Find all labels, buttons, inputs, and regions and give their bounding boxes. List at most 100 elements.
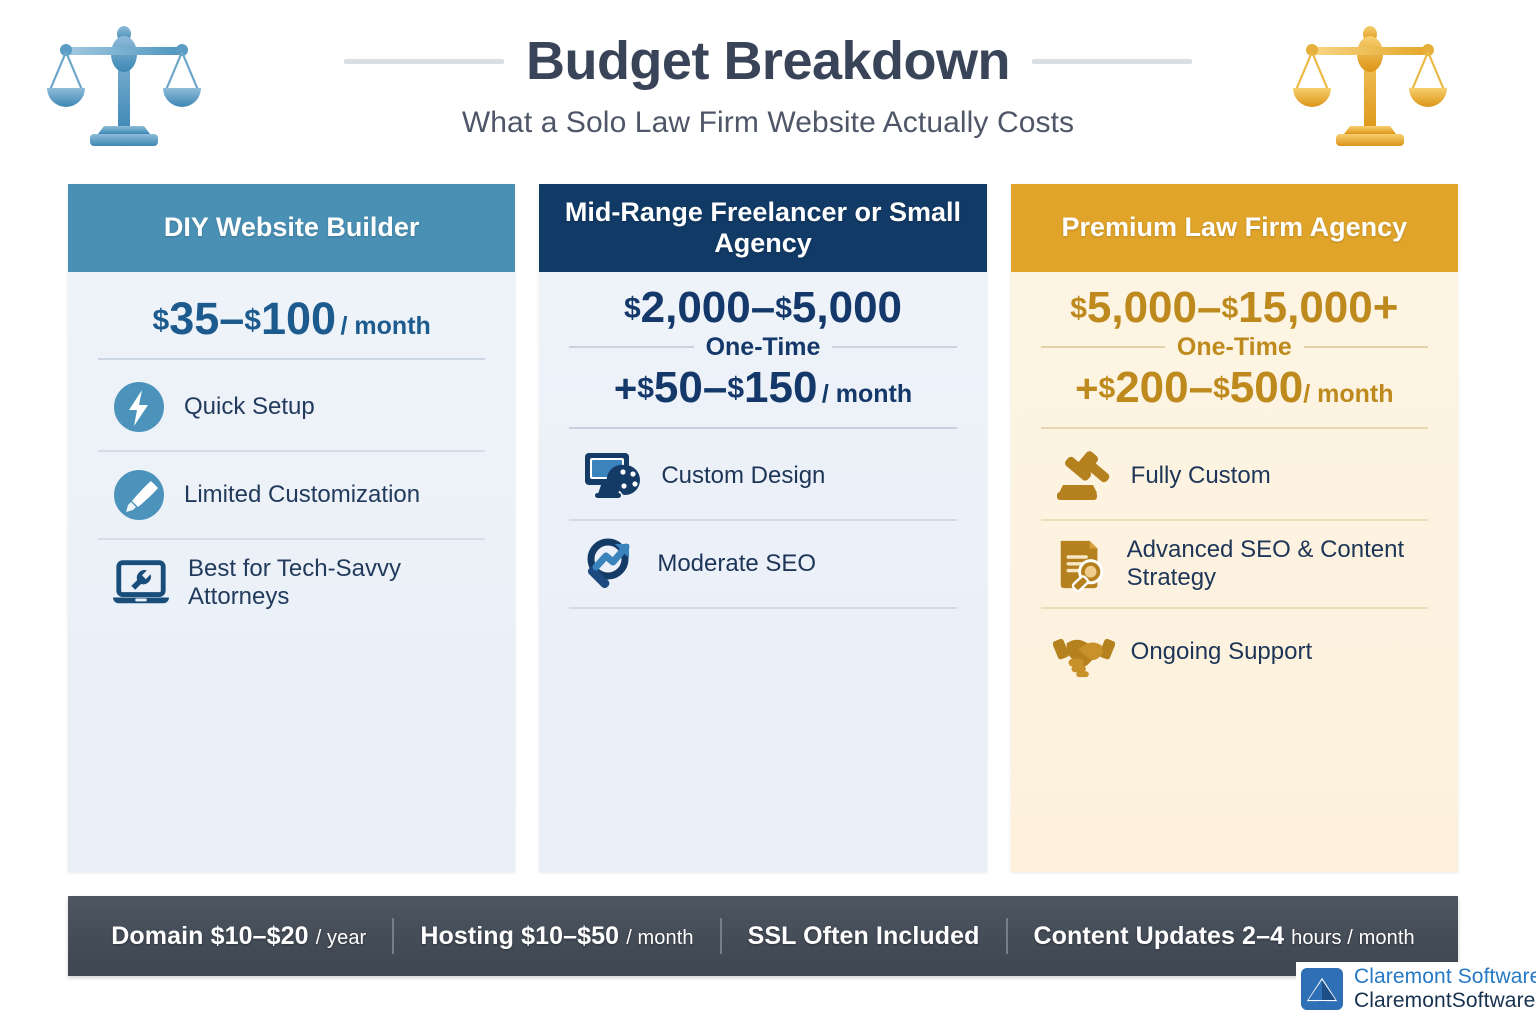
footer-item-sub: hours / month <box>1291 926 1415 949</box>
pricing-card-premium[interactable]: Premium Law Firm Agency $5,000–$15,000+ … <box>1010 184 1458 872</box>
footer-item-main: SSL Often Included <box>747 921 980 950</box>
price-divider <box>1040 426 1428 429</box>
feature-row: Quick Setup <box>98 364 485 450</box>
feature-label: Limited Customization <box>184 480 421 508</box>
pricing-card-midrange[interactable]: Mid-Range Freelancer or Small Agency $2,… <box>539 184 987 872</box>
title-rule-right <box>1032 58 1193 64</box>
feature-divider <box>1040 518 1428 521</box>
footer-bar: Domain $10–$20 / year Hosting $10–$50 / … <box>68 896 1458 976</box>
currency-symbol: $ <box>727 371 744 405</box>
title-rule-left <box>343 58 504 64</box>
currency-symbol: $ <box>1098 371 1116 405</box>
price-dash: – <box>702 362 728 412</box>
footer-item-sub: / month <box>626 926 694 949</box>
logo-text: Claremont Software ClaremontSoftware.com <box>1354 965 1536 1012</box>
monitor-palette-icon <box>581 447 645 505</box>
price-period: / month <box>821 379 913 408</box>
price-secondary: +$50–$150 / month <box>569 362 956 412</box>
feature-divider <box>569 518 957 521</box>
price-period: / month <box>1303 379 1394 408</box>
title-block: Budget Breakdown <box>220 18 1316 104</box>
price-plus: + <box>1075 366 1099 411</box>
one-time-row: One-Time <box>1040 332 1428 362</box>
paintbrush-icon <box>110 466 168 524</box>
one-time-rule-right <box>1303 346 1428 349</box>
card-header: Premium Law Firm Agency <box>1010 184 1458 272</box>
claremont-software-logo[interactable]: Claremont Software ClaremontSoftware.com <box>1296 962 1536 1016</box>
price-dash: – <box>219 293 245 344</box>
feature-label: Quick Setup <box>184 392 315 420</box>
currency-symbol: $ <box>152 304 170 337</box>
feature-row: Advanced SEO & Content Strategy <box>1041 521 1428 607</box>
price-primary: $35–$100 / month <box>98 286 485 342</box>
footer-item-content-updates: Content Updates 2–4 hours / month <box>1008 922 1441 951</box>
card-body: $5,000–$15,000+ One-Time +$200–$500/ mon… <box>1010 272 1458 872</box>
scales-of-justice-icon <box>44 22 204 152</box>
one-time-rule-left <box>1040 346 1165 349</box>
header: Budget Breakdown What a Solo Law Firm We… <box>0 0 1536 172</box>
one-time-rule-right <box>832 346 957 349</box>
price-dash: – <box>1188 362 1214 412</box>
card-title: Mid-Range Freelancer or Small Agency <box>564 196 962 258</box>
price-low: 200 <box>1115 362 1189 412</box>
price-high: 150 <box>744 362 818 412</box>
currency-symbol: $ <box>623 292 641 325</box>
feature-row: Ongoing Support <box>1041 609 1428 695</box>
feature-list: Custom Design Moderate SEO <box>569 433 957 609</box>
price-low: 2,000 <box>640 283 751 332</box>
laptop-wrench-icon <box>110 554 172 612</box>
scales-of-justice-icon <box>1290 22 1450 152</box>
feature-label: Advanced SEO & Content Strategy <box>1126 535 1405 591</box>
price-high: 5,000 <box>791 283 903 332</box>
currency-symbol: $ <box>637 371 654 405</box>
footer-items: Domain $10–$20 / year Hosting $10–$50 / … <box>85 918 1440 954</box>
feature-label: Moderate SEO <box>657 549 817 577</box>
pricing-cards: DIY Website Builder $35–$100 / month <box>68 184 1458 872</box>
feature-divider <box>98 537 486 540</box>
footer-divider <box>392 918 395 954</box>
currency-symbol: $ <box>1213 371 1230 405</box>
footer-divider <box>719 918 722 954</box>
footer-item-main: Hosting $10–$50 <box>420 921 620 950</box>
feature-divider <box>569 606 957 609</box>
one-time-label: One-Time <box>1176 332 1292 361</box>
footer-item-domain: Domain $10–$20 / year <box>85 922 392 951</box>
price-primary: $2,000–$5,000 <box>569 283 956 332</box>
footer-divider <box>1005 918 1008 954</box>
card-header: Mid-Range Freelancer or Small Agency <box>539 184 987 272</box>
price-high: 15,000+ <box>1238 283 1399 332</box>
card-title: DIY Website Builder <box>163 212 420 243</box>
feature-row: Fully Custom <box>1041 433 1428 519</box>
price-primary: $5,000–$15,000+ <box>1041 283 1428 332</box>
feature-row: Limited Customization <box>98 452 485 538</box>
price-plus: + <box>613 366 638 411</box>
footer-item-hosting: Hosting $10–$50 / month <box>394 922 719 951</box>
logo-company-name: Claremont Software <box>1354 965 1536 988</box>
document-magnifier-icon <box>1053 535 1111 593</box>
logo-website-url: ClaremontSoftware.com <box>1354 988 1536 1012</box>
lightning-bolt-icon <box>110 378 168 436</box>
magnifier-growth-arrow-icon <box>581 535 641 593</box>
price-low: 35 <box>169 293 220 344</box>
currency-symbol: $ <box>1070 292 1087 325</box>
one-time-rule-left <box>569 346 694 349</box>
price-dash: – <box>750 283 776 332</box>
price-low: 50 <box>653 362 703 412</box>
card-body: $2,000–$5,000 One-Time +$50–$150 / month <box>539 272 987 872</box>
page-subtitle: What a Solo Law Firm Website Actually Co… <box>461 106 1075 139</box>
feature-label: Ongoing Support <box>1130 637 1313 665</box>
handshake-icon <box>1052 623 1115 681</box>
feature-label: Best for Tech-Savvy Attorneys <box>188 555 401 610</box>
feature-divider <box>98 449 486 452</box>
card-title: Premium Law Firm Agency <box>1061 212 1408 243</box>
footer-item-ssl: SSL Often Included <box>722 922 1006 951</box>
page-title: Budget Breakdown <box>525 31 1011 91</box>
price-divider <box>98 357 486 360</box>
pricing-card-diy[interactable]: DIY Website Builder $35–$100 / month <box>68 184 516 872</box>
one-time-row: One-Time <box>569 333 957 362</box>
price-high: 100 <box>260 293 337 344</box>
feature-list: Fully Custom <box>1040 433 1428 695</box>
currency-symbol: $ <box>244 304 261 337</box>
feature-row: Best for Tech-Savvy Attorneys <box>98 540 485 626</box>
